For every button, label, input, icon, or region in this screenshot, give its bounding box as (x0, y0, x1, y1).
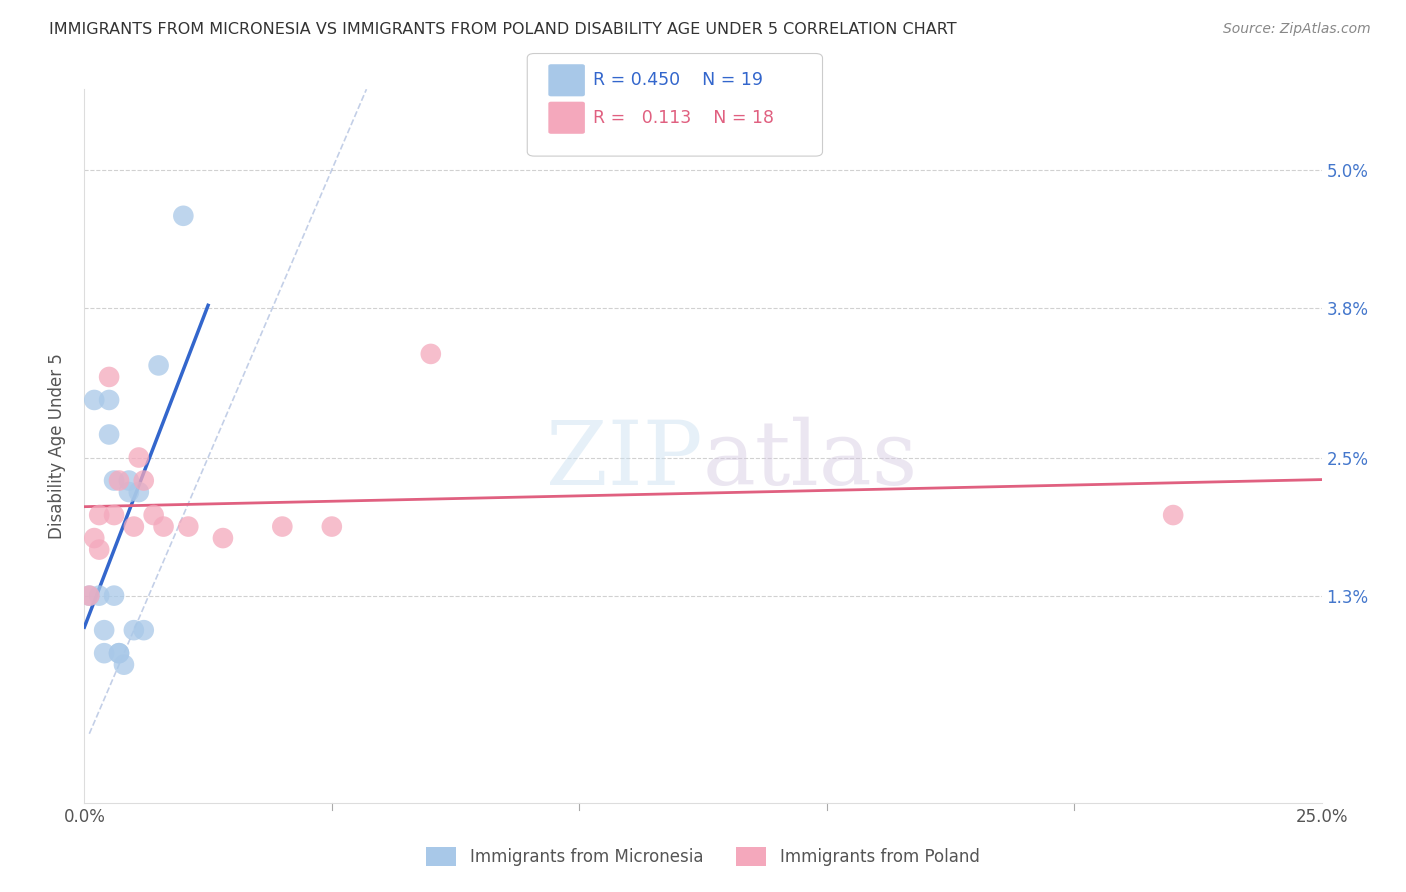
Point (93, 646, 115, 660)
Point (172, 209, 194, 223)
Y-axis label: Disability Age Under 5: Disability Age Under 5 (48, 353, 66, 539)
Point (103, 589, 125, 603)
Point (108, 646, 131, 660)
Text: Source: ZipAtlas.com: Source: ZipAtlas.com (1223, 22, 1371, 37)
Point (122, 623, 145, 637)
Point (122, 519, 145, 533)
Point (128, 450, 150, 465)
Point (83, 531, 105, 545)
Point (89, 508, 111, 522)
Point (1161, 508, 1184, 522)
Point (128, 485, 150, 500)
Point (93, 623, 115, 637)
Point (132, 623, 155, 637)
Point (118, 485, 141, 500)
Point (79, 589, 101, 603)
Point (89, 589, 111, 603)
Point (108, 646, 131, 660)
Point (103, 508, 125, 522)
Point (152, 519, 174, 533)
Text: atlas: atlas (703, 417, 918, 504)
Point (103, 474, 125, 488)
Text: R =   0.113    N = 18: R = 0.113 N = 18 (593, 109, 775, 127)
Point (98, 427, 121, 442)
Point (419, 347, 441, 361)
Legend: Immigrants from Micronesia, Immigrants from Poland: Immigrants from Micronesia, Immigrants f… (419, 840, 987, 873)
Point (79, 589, 101, 603)
Point (98, 370, 121, 384)
Text: R = 0.450    N = 19: R = 0.450 N = 19 (593, 71, 763, 89)
Text: IMMIGRANTS FROM MICRONESIA VS IMMIGRANTS FROM POLAND DISABILITY AGE UNDER 5 CORR: IMMIGRANTS FROM MICRONESIA VS IMMIGRANTS… (49, 22, 957, 37)
Point (142, 508, 165, 522)
Point (112, 657, 135, 672)
Point (212, 531, 235, 545)
Point (83, 392, 105, 407)
Point (132, 474, 155, 488)
Point (271, 519, 294, 533)
Point (98, 392, 121, 407)
Point (108, 474, 131, 488)
Point (89, 542, 111, 557)
Point (177, 519, 200, 533)
Point (148, 359, 170, 373)
Text: ZIP: ZIP (547, 417, 703, 504)
Point (118, 474, 141, 488)
Point (321, 519, 343, 533)
